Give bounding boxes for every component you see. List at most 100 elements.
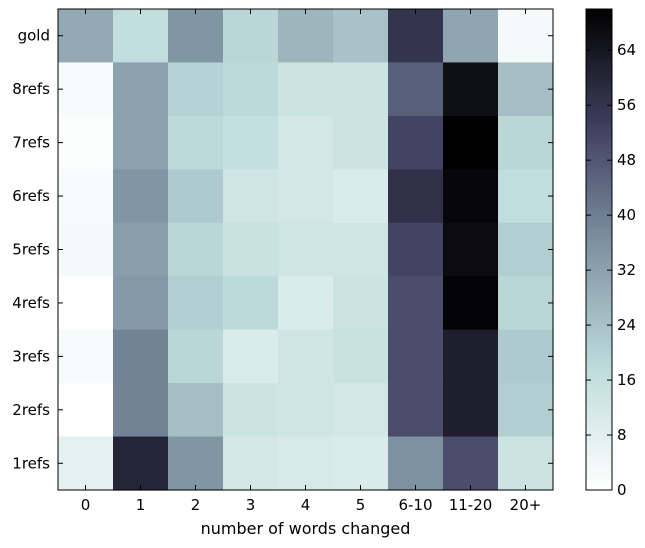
- heatmap-cell: [443, 169, 499, 224]
- heatmap-cell: [278, 62, 334, 117]
- heatmap-cell: [168, 436, 224, 491]
- heatmap-cell: [388, 115, 444, 170]
- heatmap-cell: [388, 222, 444, 277]
- heatmap-cell: [498, 276, 554, 331]
- heatmap-cell: [223, 62, 279, 117]
- heatmap-cell: [333, 329, 389, 384]
- colorbar-tick-label: 48: [617, 151, 636, 169]
- heatmap-cell: [333, 115, 389, 170]
- heatmap-cell: [168, 169, 224, 224]
- heatmap-cell: [113, 436, 169, 491]
- heatmap-cell: [278, 9, 334, 64]
- heatmap-cell: [388, 62, 444, 117]
- colorbar-tick-label: 64: [617, 41, 636, 59]
- heatmap-cell: [388, 436, 444, 491]
- heatmap-cell: [223, 383, 279, 438]
- heatmap-cell: [333, 276, 389, 331]
- heatmap-cell: [168, 222, 224, 277]
- heatmap-cell: [443, 436, 499, 491]
- heatmap-cell: [58, 222, 114, 277]
- heatmap-cell: [498, 115, 554, 170]
- heatmap-cell: [278, 329, 334, 384]
- heatmap-cell: [333, 436, 389, 491]
- colorbar-tick-label: 0: [617, 481, 627, 499]
- heatmap-cell: [223, 222, 279, 277]
- y-tick-label: 4refs: [12, 294, 50, 312]
- heatmap-cell: [168, 329, 224, 384]
- heatmap-cell: [388, 9, 444, 64]
- heatmap-cell: [113, 329, 169, 384]
- heatmap-cell: [168, 383, 224, 438]
- heatmap-cell: [168, 9, 224, 64]
- colorbar-tick-label: 8: [617, 426, 627, 444]
- y-tick-labels: gold 8refs 7refs 6refs 5refs 4refs 3refs 2refs 1…: [12, 27, 553, 472]
- heatmap-cell: [498, 329, 554, 384]
- x-tick-label: 1: [136, 496, 146, 514]
- colorbar-tick-label: 32: [617, 261, 636, 279]
- x-tick-label: 6-10: [398, 496, 432, 514]
- colorbar: [585, 8, 613, 491]
- heatmap-cell: [443, 9, 499, 64]
- heatmap-cell: [58, 9, 114, 64]
- heatmap-cell: [388, 276, 444, 331]
- heatmap-cell: [223, 9, 279, 64]
- heatmap-cell: [498, 9, 554, 64]
- heatmap-cell: [58, 62, 114, 117]
- heatmap-cell: [498, 62, 554, 117]
- x-tick-label: 20+: [510, 496, 542, 514]
- heatmap-cell: [498, 169, 554, 224]
- heatmap-cell: [168, 115, 224, 170]
- heatmap-cell: [223, 436, 279, 491]
- heatmap-cell: [168, 62, 224, 117]
- y-tick-label: 1refs: [12, 454, 50, 472]
- heatmap-cell: [113, 383, 169, 438]
- heatmap-cell: [58, 383, 114, 438]
- heatmap-cell: [278, 115, 334, 170]
- heatmap-cell: [333, 169, 389, 224]
- heatmap-cell: [388, 169, 444, 224]
- heatmap-cells: [58, 9, 554, 491]
- colorbar-tick-label: 24: [617, 316, 636, 334]
- heatmap-cell: [58, 115, 114, 170]
- heatmap-cell: [443, 276, 499, 331]
- y-tick-label: 3refs: [12, 347, 50, 365]
- heatmap-cell: [113, 115, 169, 170]
- y-tick-label: gold: [18, 27, 50, 45]
- y-tick-label: 5refs: [12, 241, 50, 259]
- heatmap-cell: [498, 436, 554, 491]
- y-tick-label: 8refs: [12, 80, 50, 98]
- heatmap-cell: [443, 222, 499, 277]
- heatmap-cell: [443, 329, 499, 384]
- heatmap-cell: [278, 169, 334, 224]
- y-tick-label: 7refs: [12, 134, 50, 152]
- x-axis-label: number of words changed: [201, 519, 411, 538]
- heatmap-cell: [58, 169, 114, 224]
- heatmap-cell: [278, 436, 334, 491]
- x-tick-label: 11-20: [449, 496, 493, 514]
- x-tick-labels: 0 1 2 3 4 5 6-10 11-20 20+: [81, 9, 542, 514]
- heatmap-cell: [333, 222, 389, 277]
- y-tick-label: 2refs: [12, 401, 50, 419]
- x-tick-label: 4: [301, 496, 311, 514]
- heatmap-cell: [278, 222, 334, 277]
- heatmap-cell: [388, 329, 444, 384]
- heatmap-cell: [443, 115, 499, 170]
- heatmap-cell: [113, 276, 169, 331]
- x-tick-label: 5: [356, 496, 366, 514]
- heatmap-cell: [498, 222, 554, 277]
- colorbar-tick-label: 16: [617, 371, 636, 389]
- heatmap-cell: [333, 62, 389, 117]
- heatmap-cell: [223, 169, 279, 224]
- heatmap-cell: [223, 329, 279, 384]
- heatmap-cell: [223, 115, 279, 170]
- colorbar-tick-label: 40: [617, 206, 636, 224]
- heatmap-cell: [278, 276, 334, 331]
- heatmap-cell: [113, 9, 169, 64]
- x-tick-label: 3: [246, 496, 256, 514]
- heatmap-cell: [278, 383, 334, 438]
- heatmap-cell: [333, 383, 389, 438]
- heatmap-cell: [333, 9, 389, 64]
- colorbar-ticks: 0 8 16 24 32 40 48 56 64: [586, 41, 636, 499]
- heatmap-cell: [443, 383, 499, 438]
